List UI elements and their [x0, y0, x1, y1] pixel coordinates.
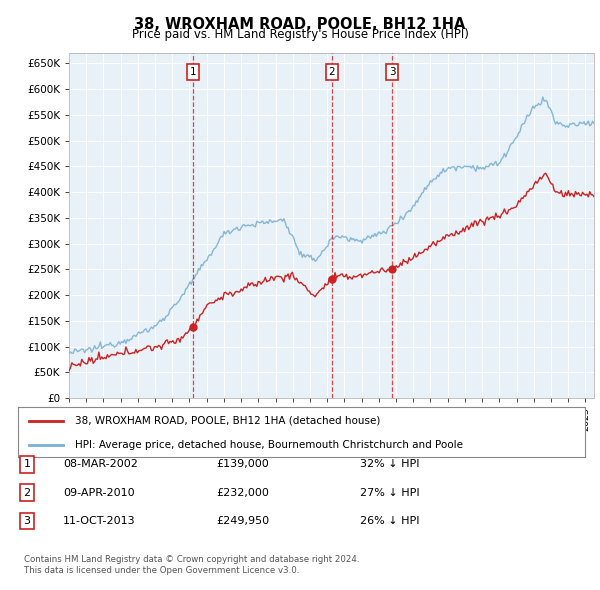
- Text: 38, WROXHAM ROAD, POOLE, BH12 1HA (detached house): 38, WROXHAM ROAD, POOLE, BH12 1HA (detac…: [75, 415, 380, 425]
- Text: £139,000: £139,000: [216, 460, 269, 469]
- Text: £249,950: £249,950: [216, 516, 269, 526]
- Text: 2: 2: [329, 67, 335, 77]
- Text: 32% ↓ HPI: 32% ↓ HPI: [360, 460, 419, 469]
- Text: Price paid vs. HM Land Registry's House Price Index (HPI): Price paid vs. HM Land Registry's House …: [131, 28, 469, 41]
- Text: This data is licensed under the Open Government Licence v3.0.: This data is licensed under the Open Gov…: [24, 566, 299, 575]
- Text: Contains HM Land Registry data © Crown copyright and database right 2024.: Contains HM Land Registry data © Crown c…: [24, 555, 359, 564]
- Text: 3: 3: [389, 67, 395, 77]
- Text: 09-APR-2010: 09-APR-2010: [63, 488, 134, 497]
- Text: 26% ↓ HPI: 26% ↓ HPI: [360, 516, 419, 526]
- Text: 1: 1: [23, 460, 31, 469]
- Text: 11-OCT-2013: 11-OCT-2013: [63, 516, 136, 526]
- Text: 27% ↓ HPI: 27% ↓ HPI: [360, 488, 419, 497]
- Text: 3: 3: [23, 516, 31, 526]
- Text: £232,000: £232,000: [216, 488, 269, 497]
- Text: 38, WROXHAM ROAD, POOLE, BH12 1HA: 38, WROXHAM ROAD, POOLE, BH12 1HA: [134, 17, 466, 31]
- Text: 2: 2: [23, 488, 31, 497]
- Text: HPI: Average price, detached house, Bournemouth Christchurch and Poole: HPI: Average price, detached house, Bour…: [75, 440, 463, 450]
- Text: 08-MAR-2002: 08-MAR-2002: [63, 460, 138, 469]
- Text: 1: 1: [190, 67, 196, 77]
